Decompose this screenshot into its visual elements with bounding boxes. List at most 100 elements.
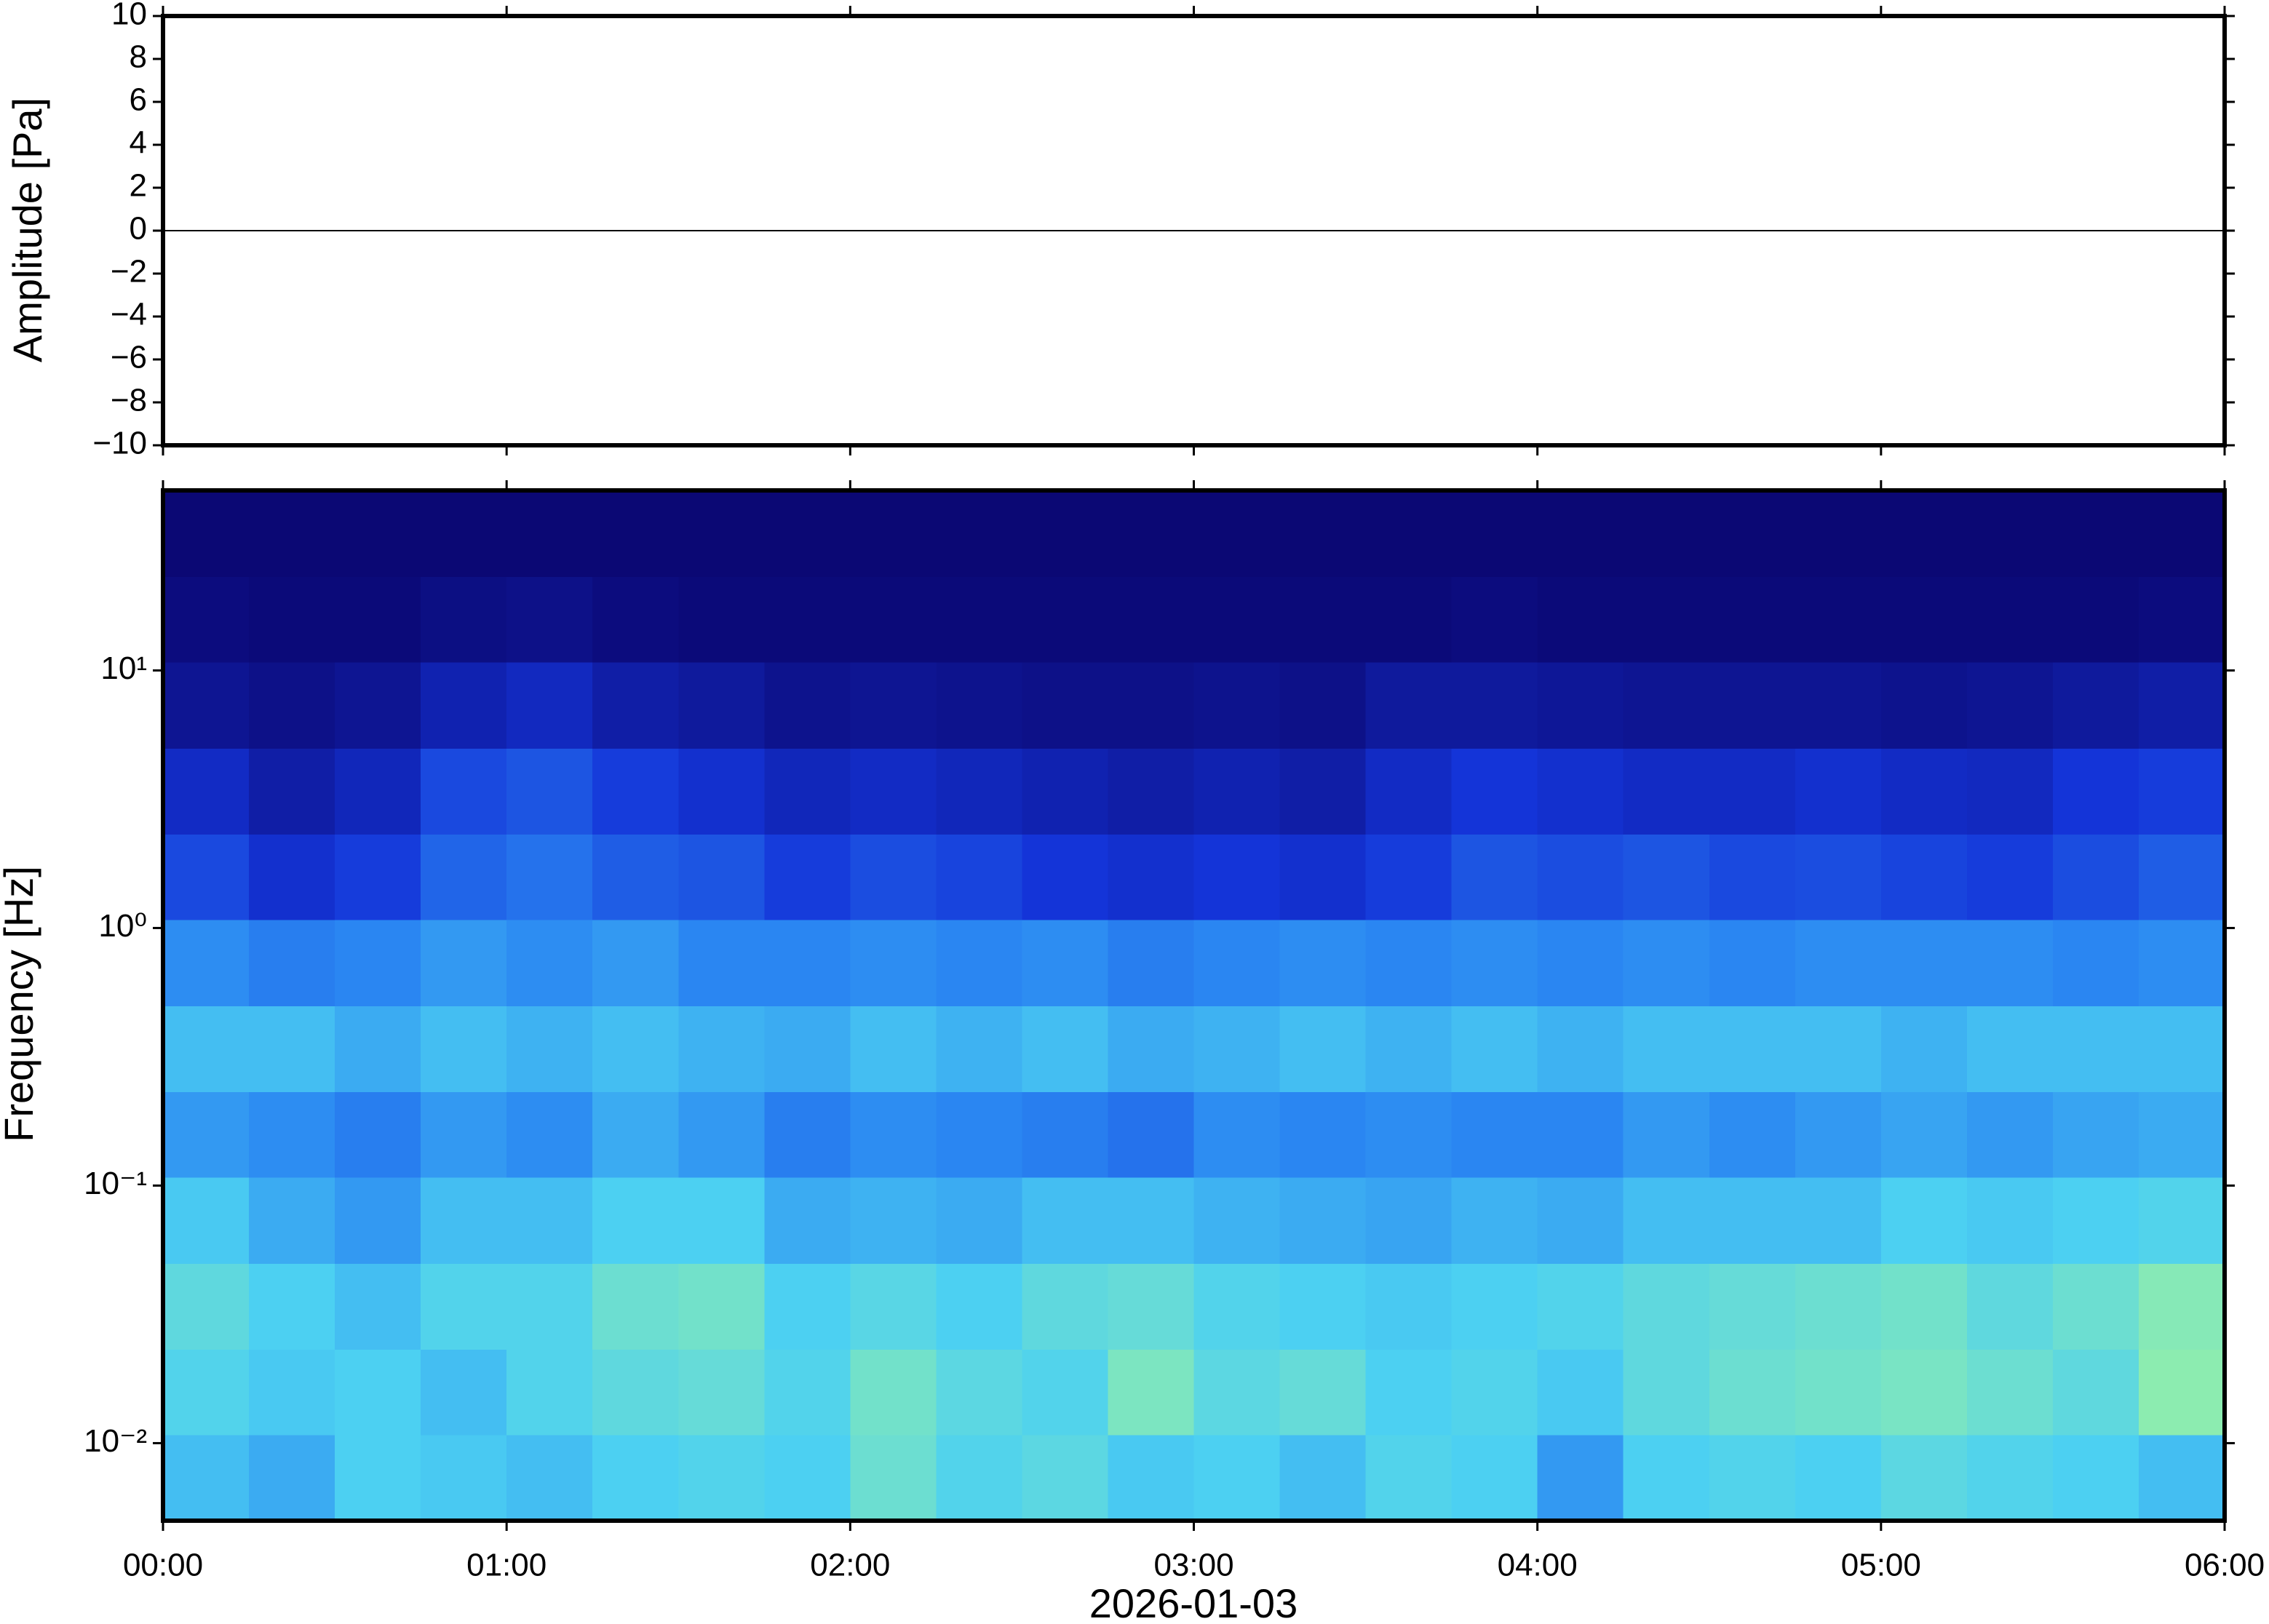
spectrogram-cell — [2138, 661, 2225, 749]
spectrogram-cell — [1795, 834, 1882, 920]
spectrogram-cell — [2138, 834, 2225, 920]
spectrogram-cell — [1451, 490, 1538, 577]
spectrogram-cell — [764, 1006, 851, 1092]
spectrogram-cell — [1193, 834, 1281, 920]
spectrogram-cell — [678, 1263, 766, 1350]
spectrogram-cell — [592, 1177, 680, 1264]
spectrogram-cell — [1365, 1177, 1453, 1264]
spectrogram-cell — [936, 1177, 1023, 1264]
y-tick-label: −2 — [111, 254, 147, 290]
spectrogram-cell — [764, 1263, 851, 1350]
spectrogram-cell — [1623, 661, 1710, 749]
spectrogram-cell — [592, 1349, 680, 1436]
spectrogram-cell — [1709, 1177, 1796, 1264]
spectrogram-cell — [1537, 490, 1624, 577]
spectrogram-cell — [678, 1177, 766, 1264]
spectrogram-cell — [2052, 1006, 2139, 1092]
spectrogram-cell — [1880, 1091, 1968, 1178]
spectrogram-cell — [335, 834, 421, 920]
spectrogram-cell — [1193, 661, 1281, 749]
spectrogram-cell — [764, 919, 851, 1006]
spectrogram-cell — [1966, 919, 2054, 1006]
spectrogram-cell — [421, 834, 507, 920]
spectrogram-cell — [1108, 1177, 1195, 1264]
spectrogram-cell — [2052, 576, 2139, 663]
spectrogram-cell — [1537, 834, 1624, 920]
spectrogram-cell — [1451, 834, 1538, 920]
spectrogram-cell — [1108, 1006, 1195, 1092]
spectrogram-cell — [850, 1263, 937, 1350]
spectrogram-cell — [421, 1091, 507, 1178]
spectrogram-cell — [764, 490, 851, 577]
spectrogram-cell — [936, 919, 1023, 1006]
y-tick-label: 8 — [130, 39, 147, 75]
spectrogram-cell — [1365, 834, 1453, 920]
spectrogram-cell — [421, 490, 507, 577]
spectrogram-cell — [1709, 1263, 1796, 1350]
spectrogram-cell — [163, 834, 250, 920]
spectrogram-cell — [1795, 1263, 1882, 1350]
spectrogram-cell — [592, 834, 680, 920]
spectrogram-cell — [678, 834, 766, 920]
spectrogram-cell — [1108, 1434, 1195, 1521]
spectrogram-cell — [1623, 1091, 1710, 1178]
y-tick-label: −10 — [92, 426, 147, 461]
frequency-axis-label: Frequency [Hz] — [0, 866, 41, 1142]
spectrogram-cell — [249, 1006, 335, 1092]
spectrogram-cell — [1795, 1349, 1882, 1436]
spectrogram-cell — [249, 834, 335, 920]
spectrogram-cell — [1795, 1434, 1882, 1521]
spectrogram-cell — [1022, 748, 1109, 835]
spectrogram-cell — [1022, 1006, 1109, 1092]
spectrogram-cell — [163, 661, 250, 749]
spectrogram-cell — [163, 1006, 250, 1092]
spectrogram-cell — [1022, 576, 1109, 663]
spectrogram-cell — [1279, 1006, 1367, 1092]
spectrogram-cell — [1966, 834, 2054, 920]
spectrogram-cell — [1623, 1434, 1710, 1521]
spectrogram-cell — [2138, 1006, 2225, 1092]
spectrogram-cell — [506, 1263, 594, 1350]
spectrogram-cell — [936, 661, 1023, 749]
spectrogram-cell — [678, 1349, 766, 1436]
spectrogram-cell — [1966, 1349, 2054, 1436]
spectrogram-cell — [1795, 1177, 1882, 1264]
spectrogram-cell — [1709, 919, 1796, 1006]
spectrogram-cell — [936, 576, 1023, 663]
spectrogram-cell — [1193, 1349, 1281, 1436]
y-tick-label: 10⁻¹ — [84, 1166, 147, 1201]
spectrogram-cell — [1108, 490, 1195, 577]
y-tick-label: 10⁰ — [98, 908, 147, 944]
spectrogram-cell — [1279, 661, 1367, 749]
y-tick-label: −8 — [111, 383, 147, 418]
spectrogram-cell — [592, 1091, 680, 1178]
spectrogram-cell — [1279, 834, 1367, 920]
spectrogram-cell — [764, 1177, 851, 1264]
spectrogram-cell — [506, 490, 594, 577]
spectrogram-cell — [163, 576, 250, 663]
spectrogram-cell — [1451, 1349, 1538, 1436]
spectrogram-cell — [1880, 1006, 1968, 1092]
spectrogram-cell — [764, 1091, 851, 1178]
spectrogram-cell — [2138, 1263, 2225, 1350]
spectrogram-cell — [1451, 1006, 1538, 1092]
spectrogram-cell — [1022, 834, 1109, 920]
spectrogram-cell — [421, 1177, 507, 1264]
spectrogram-cell — [2052, 1177, 2139, 1264]
spectrogram-cell — [1193, 748, 1281, 835]
spectrogram-cell — [678, 1006, 766, 1092]
spectrogram-cell — [1279, 490, 1367, 577]
y-tick-label: −4 — [111, 297, 147, 333]
spectrogram-cell — [335, 1263, 421, 1350]
spectrogram-cell — [506, 748, 594, 835]
spectrogram-cell — [506, 919, 594, 1006]
spectrogram-cell — [850, 1177, 937, 1264]
spectrogram-cell — [2052, 490, 2139, 577]
y-tick-label: 6 — [130, 82, 147, 118]
spectrogram-cell — [1966, 1263, 2054, 1350]
spectrogram-cell — [1108, 1091, 1195, 1178]
spectrogram-cell — [1623, 834, 1710, 920]
spectrogram-cell — [1966, 490, 2054, 577]
x-tick-label: 05:00 — [1841, 1548, 1921, 1583]
spectrogram-cell — [678, 490, 766, 577]
